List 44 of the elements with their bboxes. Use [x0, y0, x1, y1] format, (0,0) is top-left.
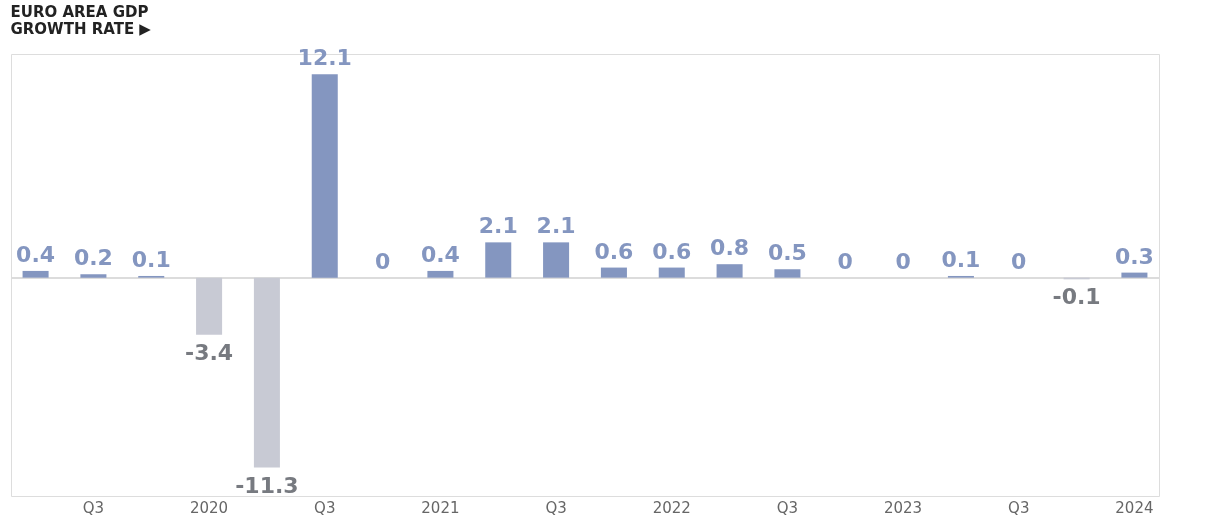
bar: [196, 277, 223, 335]
x-tick-label: 2021: [421, 498, 460, 517]
data-label: 0.1: [941, 246, 981, 272]
x-tick-label: 2022: [652, 498, 691, 517]
bar: [1121, 272, 1148, 278]
x-tick-label: Q3: [776, 498, 799, 517]
x-tick-label: 2023: [883, 498, 923, 517]
data-label: 0: [1011, 248, 1027, 274]
x-tick-label: 2024: [1115, 498, 1154, 517]
data-label: 0.2: [73, 245, 113, 271]
bar: [253, 277, 280, 468]
data-label: -0.1: [1052, 284, 1101, 310]
data-label: 0.4: [16, 241, 56, 267]
data-label: 0.6: [594, 238, 634, 264]
bar: [485, 242, 512, 278]
x-tick-label: Q3: [82, 498, 105, 517]
x-tick-label: Q3: [545, 498, 567, 517]
data-label: -3.4: [185, 339, 234, 365]
data-label: 0.8: [710, 235, 750, 261]
data-label: 0: [837, 248, 853, 274]
data-label: 0.5: [767, 240, 807, 266]
bar: [543, 242, 570, 278]
data-label: 12.1: [297, 45, 352, 71]
x-tick-label: 2020: [189, 498, 229, 517]
bar: [80, 274, 107, 278]
data-label: 0.1: [131, 246, 171, 272]
data-label: 0: [374, 248, 391, 274]
data-label: 0.6: [652, 238, 692, 264]
data-label: 2.1: [478, 213, 518, 239]
data-label: 0.4: [420, 241, 460, 267]
bar: [427, 270, 454, 278]
bar: [600, 267, 627, 278]
x-tick-label: Q3: [1008, 498, 1030, 517]
data-label: -11.3: [235, 472, 299, 498]
bar: [716, 264, 743, 278]
data-label: 0: [895, 248, 911, 274]
bar: [311, 74, 338, 278]
data-label: 0.3: [1114, 243, 1154, 269]
chart-title: EURO AREA GDP GROWTH RATE ▶: [10, 3, 152, 39]
x-tick-label: Q3: [314, 498, 336, 517]
bar: [774, 269, 801, 278]
bar: [22, 270, 49, 278]
data-label: 2.1: [536, 213, 576, 239]
bar: [658, 267, 685, 278]
